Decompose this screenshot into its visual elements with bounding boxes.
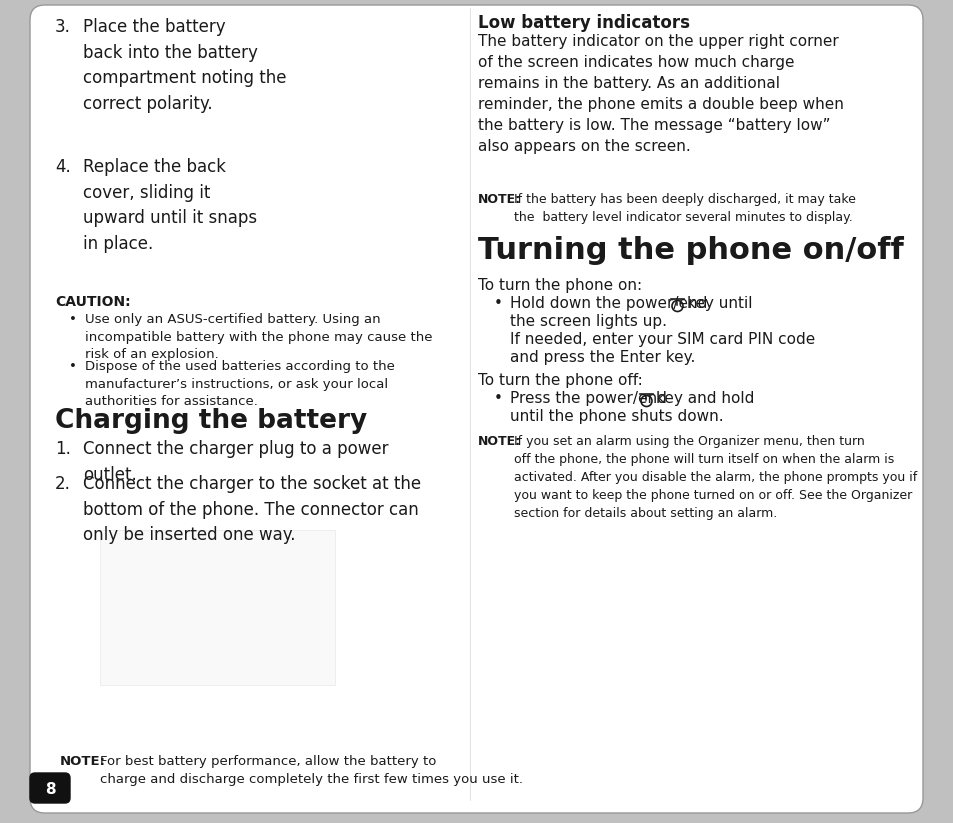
Text: •: • xyxy=(69,360,77,373)
Text: If the battery has been deeply discharged, it may take
the  battery level indica: If the battery has been deeply discharge… xyxy=(514,193,855,224)
Text: the screen lights up.: the screen lights up. xyxy=(510,314,666,329)
Text: 8: 8 xyxy=(45,783,55,797)
Text: Place the battery
back into the battery
compartment noting the
correct polarity.: Place the battery back into the battery … xyxy=(83,18,286,113)
Text: NOTE:: NOTE: xyxy=(477,435,520,448)
Text: To turn the phone off:: To turn the phone off: xyxy=(477,373,642,388)
Text: 2.: 2. xyxy=(55,475,71,493)
Text: Dispose of the used batteries according to the
manufacturer’s instructions, or a: Dispose of the used batteries according … xyxy=(85,360,395,408)
Text: If you set an alarm using the Organizer menu, then turn
off the phone, the phone: If you set an alarm using the Organizer … xyxy=(514,435,916,520)
Text: and press the Enter key.: and press the Enter key. xyxy=(510,350,695,365)
Text: Connect the charger plug to a power
outlet.: Connect the charger plug to a power outl… xyxy=(83,440,388,484)
Text: 1.: 1. xyxy=(55,440,71,458)
FancyBboxPatch shape xyxy=(100,530,335,685)
Text: •: • xyxy=(69,313,77,326)
Text: Hold down the power/end: Hold down the power/end xyxy=(510,296,706,311)
Text: Press the power/end: Press the power/end xyxy=(510,391,666,406)
FancyBboxPatch shape xyxy=(30,773,70,803)
Text: key and hold: key and hold xyxy=(656,391,754,406)
Text: Replace the back
cover, sliding it
upward until it snaps
in place.: Replace the back cover, sliding it upwar… xyxy=(83,158,257,253)
Text: Turning the phone on/off: Turning the phone on/off xyxy=(477,236,902,265)
Text: CAUTION:: CAUTION: xyxy=(55,295,131,309)
Text: For best battery performance, allow the battery to
charge and discharge complete: For best battery performance, allow the … xyxy=(100,755,522,785)
FancyBboxPatch shape xyxy=(30,5,923,813)
Text: Low battery indicators: Low battery indicators xyxy=(477,14,689,32)
Text: NOTE:: NOTE: xyxy=(477,193,520,206)
Text: •: • xyxy=(494,391,502,406)
Text: To turn the phone on:: To turn the phone on: xyxy=(477,278,641,293)
Text: Connect the charger to the socket at the
bottom of the phone. The connector can
: Connect the charger to the socket at the… xyxy=(83,475,420,544)
Text: The battery indicator on the upper right corner
of the screen indicates how much: The battery indicator on the upper right… xyxy=(477,34,843,154)
Text: •: • xyxy=(494,296,502,311)
Text: If needed, enter your SIM card PIN code: If needed, enter your SIM card PIN code xyxy=(510,332,815,347)
Text: 4.: 4. xyxy=(55,158,71,176)
Text: key until: key until xyxy=(686,296,752,311)
Text: Use only an ASUS-certified battery. Using an
incompatible battery with the phone: Use only an ASUS-certified battery. Usin… xyxy=(85,313,432,361)
Text: until the phone shuts down.: until the phone shuts down. xyxy=(510,409,723,424)
Text: NOTE:: NOTE: xyxy=(60,755,106,768)
Text: 3.: 3. xyxy=(55,18,71,36)
Text: Charging the battery: Charging the battery xyxy=(55,408,367,434)
